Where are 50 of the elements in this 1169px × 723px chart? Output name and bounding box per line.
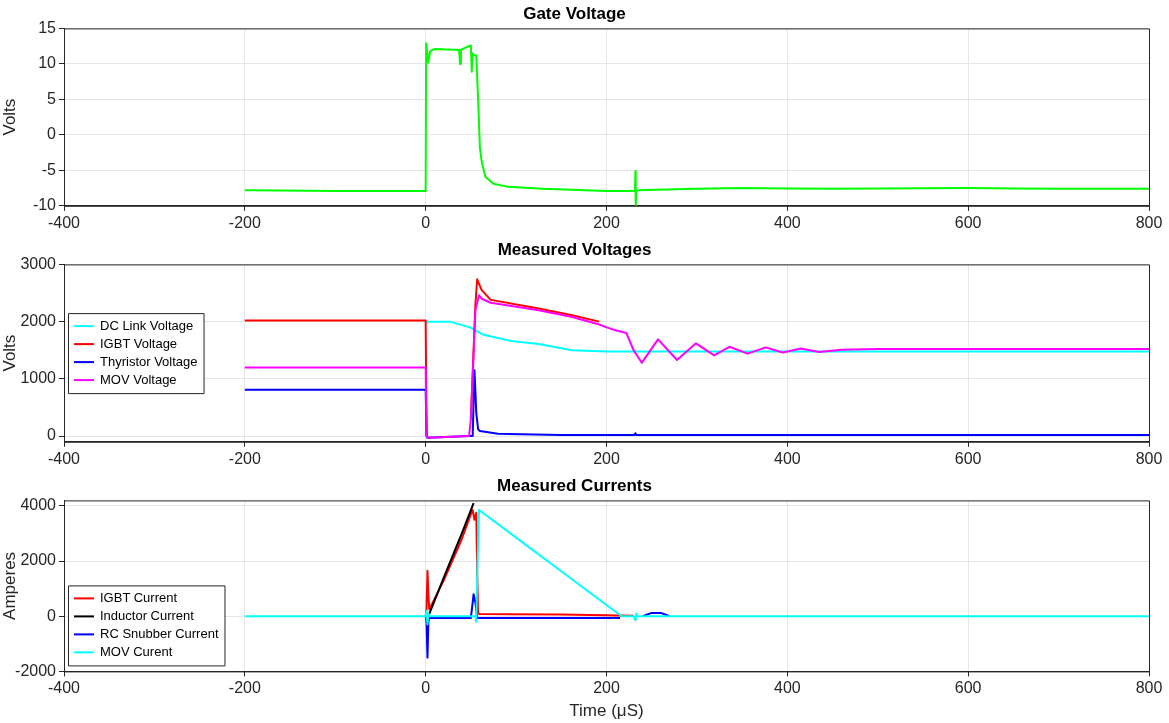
y-tick-label: 10: [38, 54, 57, 72]
x-tick-label: -200: [228, 449, 261, 467]
x-tick-label: 600: [954, 679, 982, 697]
y-tick-label: 2000: [20, 312, 57, 330]
legend-label: DC Link Voltage: [100, 317, 194, 333]
chart-title: Measured Voltages: [497, 239, 652, 259]
x-tick-label: 600: [954, 213, 982, 231]
x-axis-title: Time (μS): [569, 701, 644, 721]
y-tick-label: 4000: [20, 496, 57, 514]
y-tick-label: 0: [47, 426, 57, 444]
x-tick-label: 800: [1135, 449, 1163, 467]
legend-label: MOV Curent: [100, 643, 173, 659]
y-tick-label: 0: [47, 606, 57, 624]
x-tick-label: 400: [773, 213, 801, 231]
y-tick-label: 0: [47, 125, 57, 143]
x-tick-label: 200: [593, 213, 620, 231]
x-tick-label: 600: [954, 449, 982, 467]
legend-label: IGBT Current: [100, 589, 178, 605]
y-tick-label: 3000: [20, 254, 57, 272]
y-tick-label: 1000: [20, 369, 57, 387]
y-axis-title: Volts: [0, 334, 19, 372]
y-tick-label: -5: [41, 160, 57, 178]
legend-label: MOV Voltage: [100, 371, 177, 387]
y-tick-label: -10: [32, 196, 57, 214]
x-tick-label: 0: [421, 213, 431, 231]
y-tick-label: -2000: [15, 661, 57, 679]
legend-label: Thyristor Voltage: [100, 353, 198, 369]
y-axis-title: Volts: [0, 98, 19, 136]
x-tick-label: -400: [47, 679, 81, 697]
x-tick-label: 0: [421, 449, 431, 467]
legend-label: Inductor Current: [100, 607, 195, 623]
x-tick-label: -200: [228, 213, 261, 231]
x-tick-label: 800: [1135, 679, 1163, 697]
legend-label: IGBT Voltage: [100, 335, 178, 351]
y-tick-label: 15: [38, 18, 57, 36]
y-tick-label: 2000: [20, 551, 57, 569]
x-tick-label: 0: [421, 679, 431, 697]
x-tick-label: -400: [47, 449, 81, 467]
x-tick-label: 400: [773, 449, 801, 467]
legend-label: RC Snubber Current: [100, 625, 219, 641]
y-tick-label: 5: [47, 89, 57, 107]
x-tick-label: 800: [1135, 213, 1163, 231]
chart-title: Measured Currents: [497, 475, 652, 495]
x-tick-label: 400: [773, 679, 801, 697]
y-axis-title: Amperes: [0, 551, 19, 620]
x-tick-label: 200: [593, 679, 620, 697]
x-tick-label: -200: [228, 679, 261, 697]
x-tick-label: -400: [47, 213, 81, 231]
x-tick-label: 200: [593, 449, 620, 467]
chart-title: Gate Voltage: [523, 3, 626, 23]
